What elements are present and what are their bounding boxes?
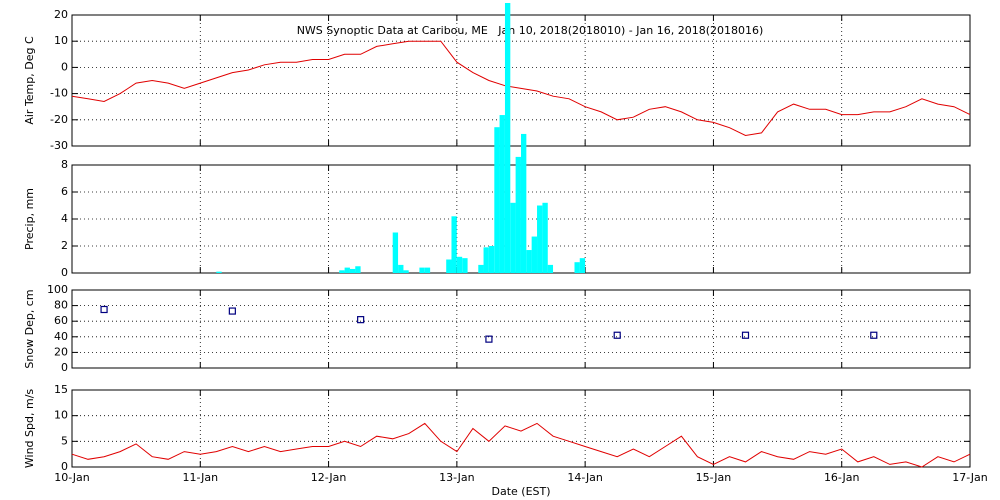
y-tick-label: 0 xyxy=(61,460,68,473)
bar xyxy=(494,127,500,273)
y-axis-label: Air Temp, Deg C xyxy=(23,36,36,125)
y-tick-label: 60 xyxy=(54,314,68,327)
plot-frame xyxy=(71,289,971,369)
bar xyxy=(456,256,463,273)
bar xyxy=(542,202,548,273)
x-tick-label: 16-Jan xyxy=(824,471,860,484)
y-tick-label: 0 xyxy=(61,361,68,374)
bar xyxy=(446,259,452,273)
point xyxy=(228,307,236,315)
point xyxy=(741,331,750,339)
bar xyxy=(462,258,468,273)
bar xyxy=(515,156,521,273)
x-tick-label: 17-Jan xyxy=(952,471,988,484)
y-tick-label: -20 xyxy=(50,113,68,126)
bar xyxy=(392,232,399,273)
bar xyxy=(424,267,431,273)
bar xyxy=(483,247,489,273)
y-tick-label: 15 xyxy=(54,383,68,396)
bar xyxy=(579,258,586,273)
x-tick-label: 15-Jan xyxy=(696,471,732,484)
point xyxy=(613,331,621,339)
point xyxy=(100,305,108,314)
bar xyxy=(547,264,554,273)
bar xyxy=(531,236,537,273)
bar xyxy=(510,202,516,273)
bar xyxy=(344,267,350,273)
x-tick-label: 11-Jan xyxy=(183,471,219,484)
bar xyxy=(451,216,457,273)
data-line xyxy=(71,40,971,137)
y-axis-label: Precip, mm xyxy=(23,188,36,250)
y-tick-label: 10 xyxy=(54,409,68,422)
y-tick-label: 6 xyxy=(61,185,68,198)
y-tick-label: 80 xyxy=(54,299,68,312)
y-tick-label: -30 xyxy=(50,139,68,152)
y-tick-label: 100 xyxy=(47,283,68,296)
bar xyxy=(403,270,409,273)
y-tick-label: 20 xyxy=(54,345,68,358)
x-tick-label: 14-Jan xyxy=(567,471,603,484)
bar xyxy=(339,270,345,273)
point xyxy=(870,331,878,339)
y-axis-label: Wind Spd, m/s xyxy=(23,389,36,469)
bar xyxy=(521,133,527,273)
bar xyxy=(355,266,361,273)
data-line xyxy=(71,422,971,468)
bar xyxy=(488,246,495,273)
bar xyxy=(478,264,484,273)
y-tick-label: 20 xyxy=(54,8,68,21)
bar xyxy=(398,264,404,273)
bar xyxy=(419,267,425,273)
y-tick-label: 8 xyxy=(61,158,68,171)
panel: 0 5 10 15 10-Jan 11-Jan 12-Jan 13-Jan 14-Jan 15-J… xyxy=(23,383,988,498)
x-tick-label: 12-Jan xyxy=(311,471,347,484)
panel: 0 20 40 60 80 100 Snow Dep, cm xyxy=(23,283,971,374)
bar-group xyxy=(216,3,586,273)
bar xyxy=(504,3,511,273)
plot-frame xyxy=(71,389,971,468)
x-tick-label: 13-Jan xyxy=(439,471,475,484)
y-tick-label: 40 xyxy=(54,330,68,343)
y-tick-label: 0 xyxy=(61,266,68,279)
point xyxy=(485,335,493,343)
point xyxy=(357,316,365,324)
bar xyxy=(349,268,356,273)
y-tick-label: 4 xyxy=(61,212,68,225)
bar xyxy=(537,205,543,273)
chart-title: NWS Synoptic Data at Caribou, ME Jan 10,… xyxy=(297,24,764,37)
y-tick-label: -10 xyxy=(50,87,68,100)
y-tick-label: 10 xyxy=(54,34,68,47)
y-tick-label: 5 xyxy=(61,434,68,447)
bar xyxy=(216,271,222,273)
bar xyxy=(526,250,532,273)
bar xyxy=(574,262,580,273)
x-axis-label: Date (EST) xyxy=(491,485,550,498)
bar xyxy=(499,115,505,273)
y-tick-label: 0 xyxy=(61,60,68,73)
y-axis-label: Snow Dep, cm xyxy=(23,289,36,368)
y-tick-label: 2 xyxy=(61,239,68,252)
x-tick-label: 10-Jan xyxy=(54,471,90,484)
